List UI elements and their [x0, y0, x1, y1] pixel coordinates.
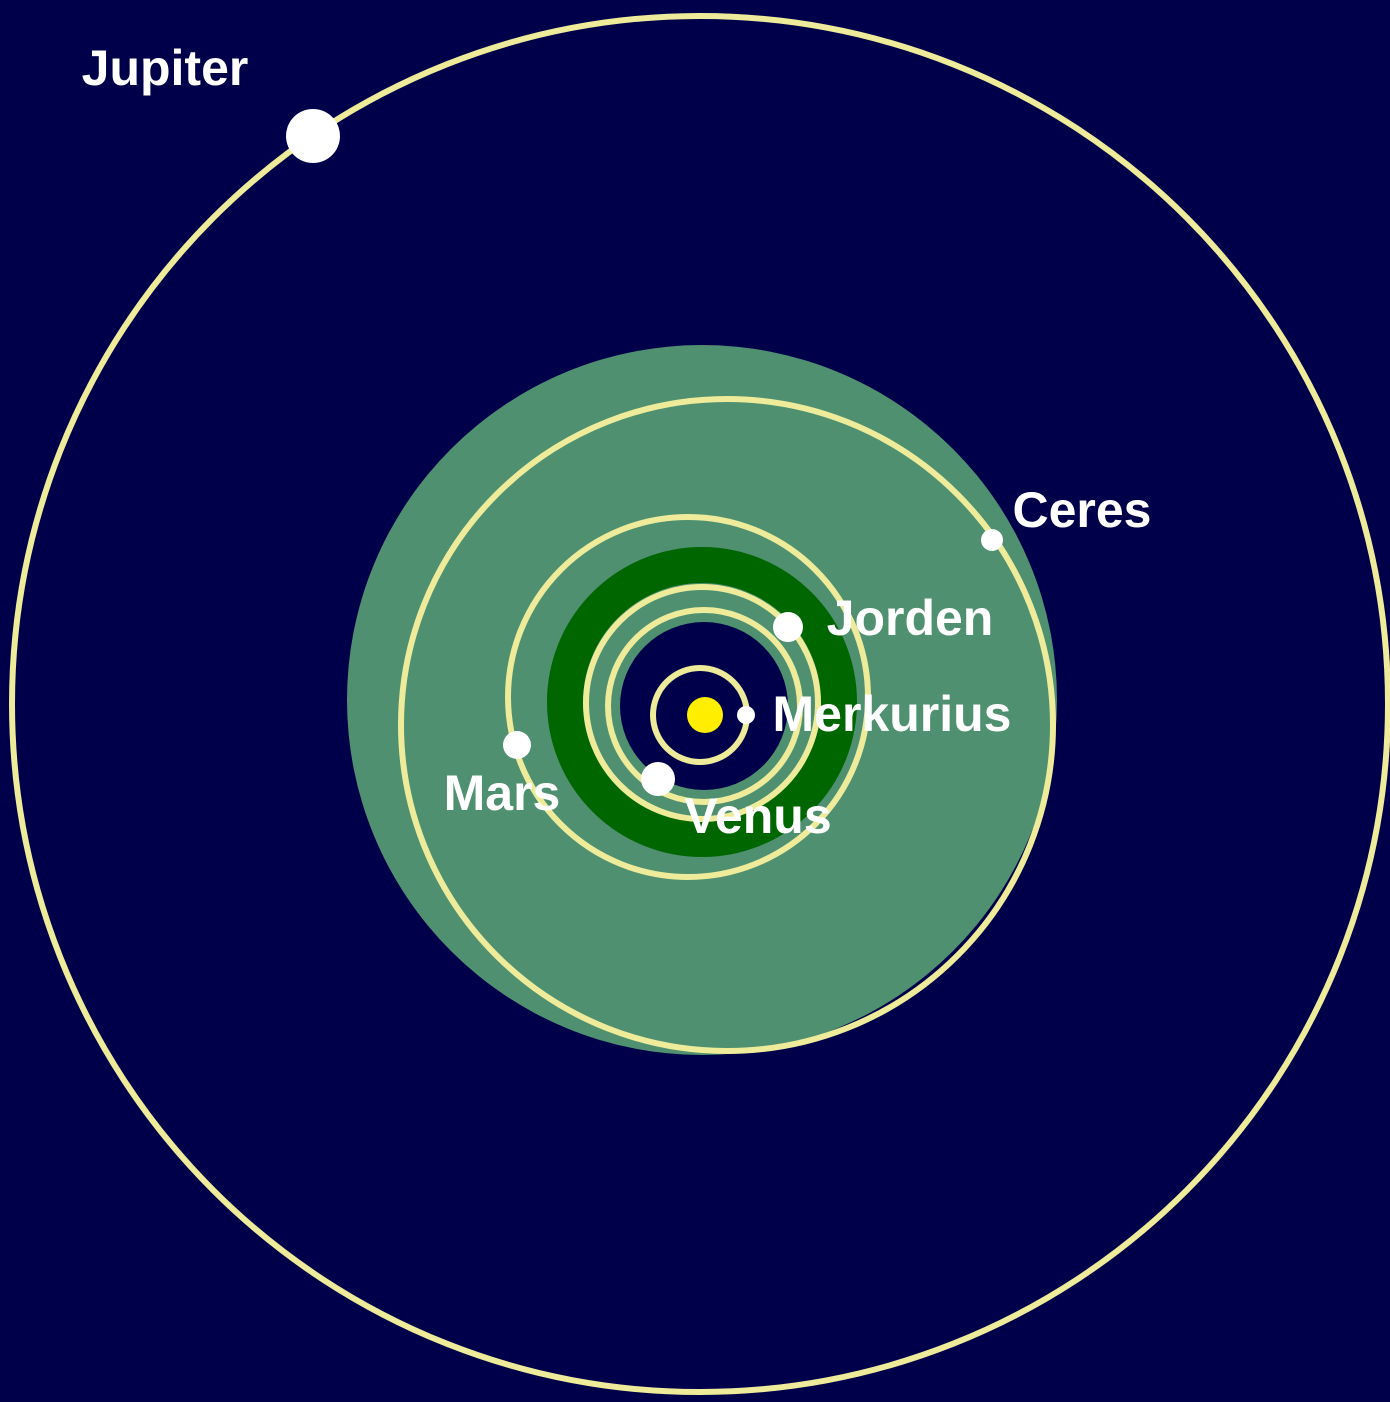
sun	[687, 697, 723, 733]
venus-orbit	[605, 607, 803, 805]
earth-orbit	[583, 584, 821, 822]
habitable-zone	[547, 547, 857, 857]
venus	[641, 762, 675, 796]
jupiter-label: Jupiter	[82, 40, 249, 96]
ceres-orbit	[398, 396, 1056, 1054]
earth	[773, 612, 803, 642]
ceres-label: Ceres	[1013, 482, 1152, 538]
earth-label: Jorden	[827, 590, 994, 646]
venus-label: Venus	[684, 788, 831, 844]
jupiter-orbit	[9, 13, 1390, 1395]
mars-orbit	[505, 514, 871, 880]
jupiter	[286, 109, 340, 163]
mercury	[737, 706, 755, 724]
mars	[503, 731, 531, 759]
mercury-label: Merkurius	[773, 686, 1012, 742]
ceres	[981, 529, 1003, 551]
mars-label: Mars	[444, 765, 561, 821]
